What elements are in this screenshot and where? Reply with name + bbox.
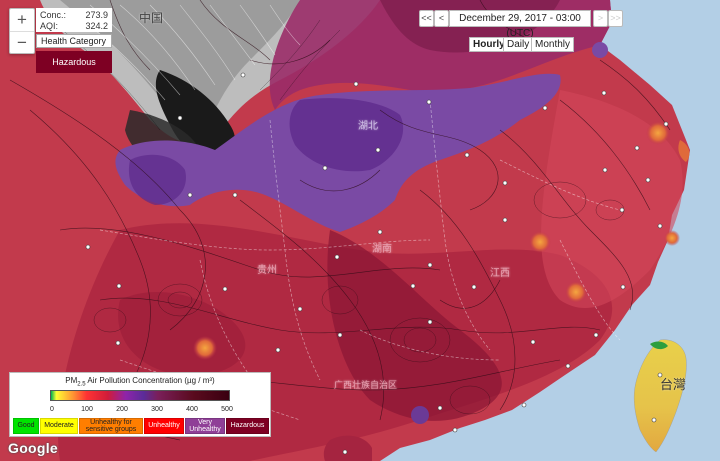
first-date-button[interactable]: << xyxy=(419,10,434,27)
legend-tick-200: 200 xyxy=(116,406,128,413)
legend-tick-0: 0 xyxy=(50,406,54,413)
pollution-legend: PM2.5 Air Pollution Concentration (µg / … xyxy=(9,372,271,437)
conc-value: 273.9 xyxy=(85,10,108,20)
purple-core xyxy=(289,98,404,172)
black-hotspot xyxy=(155,70,235,160)
zoom-out-button[interactable]: − xyxy=(10,31,34,54)
map-label-china: 中国 xyxy=(139,11,164,25)
hazard-core-central xyxy=(327,230,502,421)
purple-spot-ne xyxy=(592,42,608,58)
map-label-guangxi: 广西壮族自治区 xyxy=(334,380,398,390)
coastal-band xyxy=(541,90,683,309)
taiwan-island xyxy=(633,339,687,453)
legend-color-bar xyxy=(50,390,230,401)
orange-spot-2 xyxy=(529,231,551,253)
zoom-controls: + − xyxy=(9,8,35,54)
province-borders xyxy=(99,99,621,421)
conc-row: Conc.: 273.9 xyxy=(36,8,112,21)
orange-spot-3 xyxy=(565,281,587,303)
legend-cat-moderate: Moderate xyxy=(40,418,78,434)
tab-monthly[interactable]: Monthly xyxy=(531,37,575,52)
north-mid-gray xyxy=(60,0,300,122)
map-label-taiwan: 台灣 xyxy=(660,377,687,392)
display-mode-select[interactable]: Health Category xyxy=(36,34,112,48)
legend-tick-500: 500 xyxy=(221,406,233,413)
last-date-button[interactable]: >> xyxy=(608,10,623,27)
aqi-label: AQI: xyxy=(40,21,59,31)
map-label-guizhou: 贵州 xyxy=(257,265,277,276)
map-label-hunan: 湖南 xyxy=(372,244,392,255)
legend-tick-100: 100 xyxy=(81,406,93,413)
aqi-value: 324.2 xyxy=(85,21,108,31)
purple-west xyxy=(128,154,186,205)
contour-rings xyxy=(93,181,625,415)
google-logo: Google xyxy=(8,440,59,456)
hainan-area xyxy=(323,435,372,461)
health-category-badge: Hazardous xyxy=(36,51,112,73)
prev-date-button[interactable]: < xyxy=(434,10,449,27)
legend-cat-unhealthy: Unhealthy xyxy=(144,418,184,434)
legend-cat-usg: Unhealthy for sensitive groups xyxy=(79,418,143,434)
zoom-in-button[interactable]: + xyxy=(17,10,27,29)
orange-spot-4 xyxy=(646,121,670,145)
legend-tick-300: 300 xyxy=(151,406,163,413)
legend-title-sub: 2.5 xyxy=(77,381,86,388)
city-markers xyxy=(85,72,669,455)
legend-title-rest: Air Pollution Concentration (µg / m³) xyxy=(85,376,215,385)
legend-cat-good: Good xyxy=(13,418,39,434)
map-label-jiangxi: 江西 xyxy=(490,268,510,279)
value-readout: Conc.: 273.9 AQI: 324.2 Health Category … xyxy=(36,8,112,73)
legend-title: PM2.5 Air Pollution Concentration (µg / … xyxy=(10,376,270,388)
next-date-button[interactable]: > xyxy=(593,10,608,27)
tab-daily[interactable]: Daily xyxy=(503,37,534,52)
purple-spot-south xyxy=(411,406,429,424)
coastal-orange xyxy=(678,140,690,162)
legend-cat-hazardous: Hazardous xyxy=(226,418,269,434)
orange-spot-5 xyxy=(664,230,680,246)
date-display[interactable]: December 29, 2017 - 03:00 (UTC) xyxy=(449,10,591,39)
aqi-row: AQI: 324.2 xyxy=(36,21,112,32)
legend-tick-400: 400 xyxy=(186,406,198,413)
legend-title-prefix: PM xyxy=(65,376,78,385)
legend-cat-very-unhealthy: Very Unhealthy xyxy=(185,418,225,434)
conc-label: Conc.: xyxy=(40,10,67,20)
map-label-hubei: 湖北 xyxy=(358,121,378,132)
taiwan-north-green xyxy=(650,341,668,350)
orange-spot-1 xyxy=(193,336,217,360)
